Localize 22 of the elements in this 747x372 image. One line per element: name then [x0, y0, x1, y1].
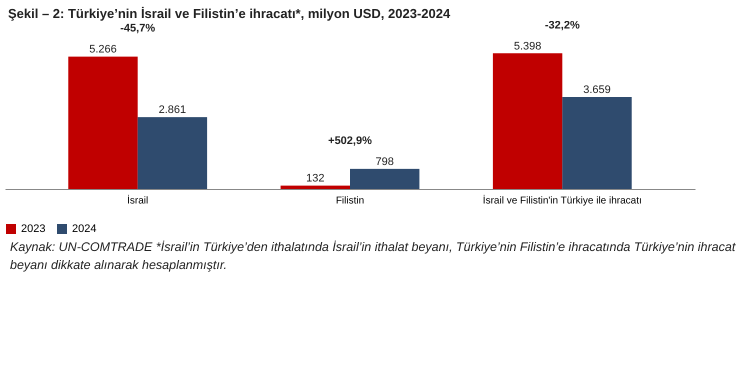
data-label: 5.266 — [89, 44, 117, 56]
bar — [350, 168, 420, 189]
data-label: 132 — [306, 172, 324, 185]
data-label: 5.398 — [514, 40, 542, 52]
data-label: 3.659 — [583, 84, 611, 96]
chart-title: Şekil – 2: Türkiye’nin İsrail ve Filistin’e ihracatı*, milyon USD, 2023-2024 — [7, 5, 452, 21]
text: -45,7% — [120, 22, 156, 35]
text: -32,2% — [544, 19, 580, 32]
bar — [562, 97, 632, 189]
data-label: 798 — [376, 156, 394, 168]
x-tick-label: Filistin — [336, 196, 364, 206]
annotation: +502,9% — [328, 134, 372, 147]
x-tick-label: İsrail — [127, 194, 148, 206]
bar — [138, 117, 208, 189]
bar — [492, 53, 562, 189]
text: Kaynak: UN-COMTRADE *İsrail’in Türkiye’den ithalatında İsrail’in ithalat beyanı, Türkiye’nin Filistin’e ihracatında Türkiye’nin ihracat beyanı dikkate alınarak hesaplanmıştır. — [9, 239, 737, 274]
legend-label: 2024 — [72, 223, 96, 235]
bar — [68, 56, 138, 189]
bar — [280, 186, 350, 189]
x-tick-label: İsrail ve Filistin'in Türkiye ile ihracatı — [482, 194, 642, 206]
legend-label: 2023 — [21, 223, 46, 235]
data-label: 2.861 — [158, 104, 186, 116]
